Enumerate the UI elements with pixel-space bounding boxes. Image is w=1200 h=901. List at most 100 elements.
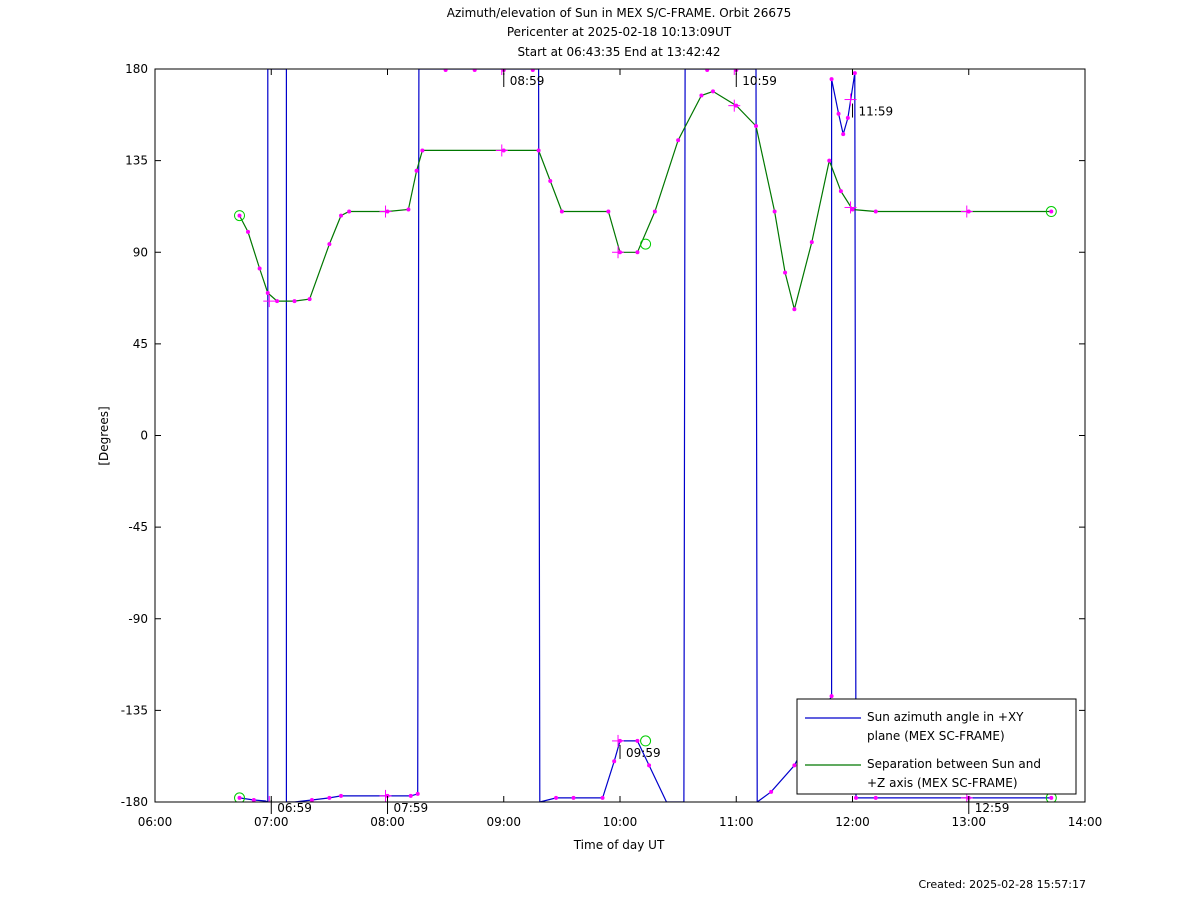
x-tick-label: 09:00 (486, 815, 521, 829)
separation-point (246, 229, 250, 234)
azimuth-point (836, 111, 841, 116)
x-tick-label: 07:00 (254, 815, 289, 829)
x-tick-label: 12:00 (835, 815, 870, 829)
azimuth-point (472, 69, 477, 73)
separation-point (635, 250, 640, 255)
plot-frame (154, 68, 1086, 803)
separation-point (711, 89, 715, 94)
azimuth-point (852, 71, 857, 76)
y-tick-label: 180 (125, 62, 148, 76)
azimuth-point (647, 763, 652, 768)
separation-point (850, 207, 855, 212)
chart-subtitle-pericenter: Pericenter at 2025-02-18 10:13:09UT (507, 25, 732, 39)
y-tick-label: -45 (128, 520, 148, 534)
azimuth-point (853, 795, 858, 800)
legend-entry-text: Sun azimuth angle in +XY (867, 710, 1024, 724)
azimuth-point (600, 795, 605, 800)
time-annotation-label: 06:59 (277, 801, 312, 815)
azimuth-point (829, 694, 834, 699)
endpoint-marker (640, 238, 652, 250)
y-tick-label: 45 (133, 337, 148, 351)
azimuth-point (530, 69, 535, 73)
separation-point (339, 213, 343, 218)
azimuth-point (1049, 795, 1054, 800)
y-tick-label: 90 (133, 245, 148, 259)
azimuth-series-line (239, 69, 1052, 802)
azimuth-point (845, 115, 850, 120)
x-tick-label: 08:00 (370, 815, 405, 829)
separation-point (699, 93, 704, 98)
azimuth-point (339, 793, 343, 798)
separation-series-line (238, 90, 1052, 310)
separation-point (676, 138, 681, 143)
azimuth-point (309, 797, 314, 802)
legend: Sun azimuth angle in +XY plane (MEX SC-FR… (796, 698, 1077, 795)
separation-point (327, 242, 332, 247)
x-tick-label: 10:00 (603, 815, 638, 829)
y-tick-label: -90 (128, 612, 148, 626)
x-tick-label: 06:00 (138, 815, 173, 829)
separation-point (292, 299, 297, 304)
azimuth-point (829, 77, 834, 82)
azimuth-point (841, 132, 846, 137)
y-tick-label: 0 (140, 429, 148, 443)
azimuth-point (705, 69, 710, 73)
x-tick-label: 11:00 (719, 815, 754, 829)
azimuth-point (635, 738, 640, 743)
separation-point (559, 209, 564, 214)
endpoint-marker (234, 792, 246, 802)
azimuth-point (415, 791, 420, 796)
y-axis-label: [Degrees] (97, 406, 111, 465)
azimuth-point (251, 797, 256, 802)
separation-point (754, 124, 759, 129)
separation-point (275, 299, 280, 304)
separation-point (792, 307, 797, 312)
separation-point (783, 270, 788, 275)
time-annotation-label: 11:59 (859, 105, 894, 119)
legend-entry-text: plane (MEX SC-FRAME) (867, 729, 1005, 743)
endpoint-marker (1045, 206, 1057, 218)
time-annotation-label: 07:59 (394, 801, 429, 815)
x-tick-label: 14:00 (1068, 815, 1103, 829)
azimuth-point (408, 793, 413, 798)
azimuth-point (873, 795, 878, 800)
separation-point (1049, 209, 1054, 214)
time-annotation-label: 09:59 (626, 746, 661, 760)
azimuth-point (769, 789, 774, 794)
x-tick-label: 13:00 (951, 815, 986, 829)
separation-point (536, 148, 541, 153)
azimuth-point (554, 795, 559, 800)
endpoint-marker (234, 210, 246, 222)
azimuth-point (792, 763, 797, 768)
legend-entry-text: Separation between Sun and (867, 757, 1041, 771)
chart-title: Azimuth/elevation of Sun in MEX S/C-FRAM… (447, 6, 792, 20)
separation-point (414, 168, 419, 173)
separation-point (772, 209, 777, 214)
time-annotation-label: 08:59 (510, 74, 545, 88)
separation-point (827, 158, 832, 163)
chart-subtitle-start-end: Start at 06:43:35 End at 13:42:42 (517, 45, 720, 59)
azimuth-point (327, 795, 332, 800)
separation-point (873, 209, 878, 214)
endpoint-marker (640, 735, 652, 747)
legend-entry-text: +Z axis (MEX SC-FRAME) (867, 776, 1018, 790)
separation-point (347, 209, 352, 214)
legend-box (796, 698, 1077, 795)
y-tick-label: -180 (121, 795, 148, 809)
axes: 06:00 07:00 08:00 09:00 10:00 11:00 12:00 13:00… (121, 62, 1103, 829)
x-axis-label: Time of day UT (573, 838, 665, 852)
separation-point (307, 297, 312, 302)
separation-point (606, 209, 611, 214)
azimuth-point (443, 69, 448, 73)
separation-point (406, 207, 411, 212)
separation-point (237, 213, 242, 218)
plot-area: 06:59 07:59 08:59 09:59 10:59 11:59 12:59 (234, 69, 1057, 815)
azimuth-point (237, 795, 242, 800)
separation-point (838, 189, 843, 194)
azimuth-point (612, 759, 617, 764)
azimuth-point (571, 795, 576, 800)
separation-point (265, 290, 270, 295)
separation-point (809, 240, 814, 245)
separation-point (548, 178, 553, 183)
